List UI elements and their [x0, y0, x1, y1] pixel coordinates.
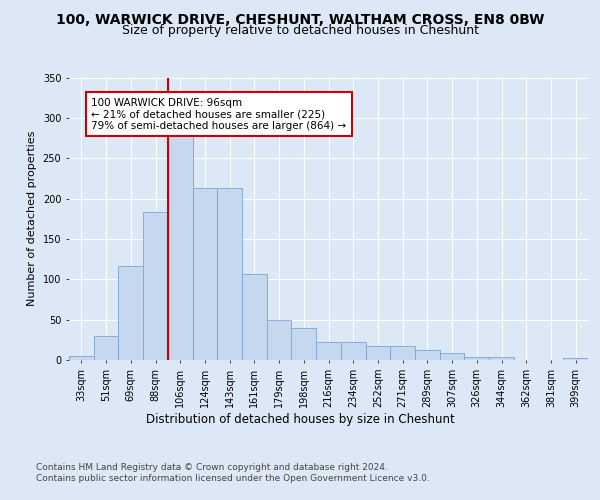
Bar [341, 342, 365, 360]
Bar [489, 357, 514, 360]
Bar [415, 350, 440, 360]
Text: Size of property relative to detached houses in Cheshunt: Size of property relative to detached ho… [121, 24, 479, 37]
Bar [143, 212, 168, 360]
Text: 100 WARWICK DRIVE: 96sqm
← 21% of detached houses are smaller (225)
79% of semi-: 100 WARWICK DRIVE: 96sqm ← 21% of detach… [91, 98, 346, 131]
Bar [390, 346, 415, 360]
Bar [292, 328, 316, 360]
Bar [440, 352, 464, 360]
Bar [464, 357, 489, 360]
Y-axis label: Number of detached properties: Number of detached properties [27, 131, 37, 306]
Bar [94, 336, 118, 360]
Text: Contains HM Land Registry data © Crown copyright and database right 2024.: Contains HM Land Registry data © Crown c… [36, 462, 388, 471]
Text: 100, WARWICK DRIVE, CHESHUNT, WALTHAM CROSS, EN8 0BW: 100, WARWICK DRIVE, CHESHUNT, WALTHAM CR… [56, 12, 544, 26]
Text: Contains public sector information licensed under the Open Government Licence v3: Contains public sector information licen… [36, 474, 430, 483]
Bar [69, 356, 94, 360]
Bar [193, 188, 217, 360]
Bar [563, 358, 588, 360]
Bar [242, 274, 267, 360]
Bar [217, 188, 242, 360]
Bar [168, 130, 193, 360]
Bar [267, 320, 292, 360]
Bar [365, 346, 390, 360]
Bar [316, 342, 341, 360]
Text: Distribution of detached houses by size in Cheshunt: Distribution of detached houses by size … [146, 412, 454, 426]
Bar [118, 266, 143, 360]
